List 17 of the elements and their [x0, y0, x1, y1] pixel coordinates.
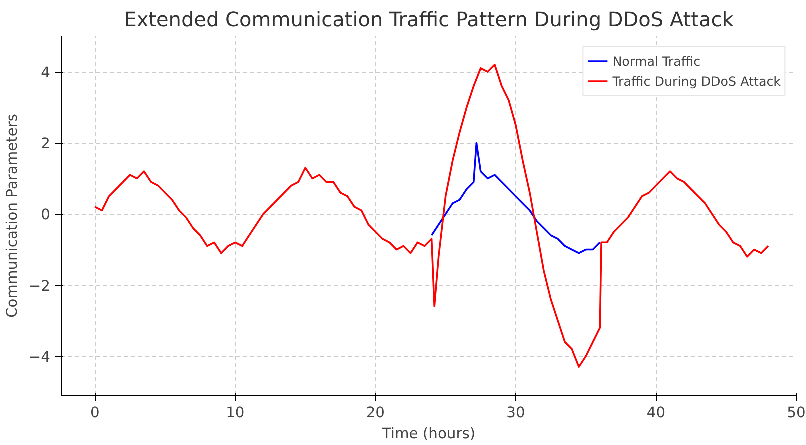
x-tick-label: 20 [366, 404, 386, 422]
y-axis-title: Communication Parameters [4, 114, 21, 318]
x-tick-label: 40 [646, 404, 666, 422]
x-tick-label: 50 [787, 404, 806, 422]
line-series [430, 142, 602, 254]
y-tick-label: 2 [41, 136, 51, 153]
x-tick-label: 30 [506, 404, 526, 422]
legend-label: Traffic During DDoS Attack [612, 74, 781, 88]
x-tick-label: 0 [90, 404, 100, 422]
x-tick-label: 10 [226, 404, 245, 422]
y-tick-label: 4 [41, 64, 51, 82]
y-tick-label: −4 [28, 348, 51, 366]
chart-title: Extended Communication Traffic Pattern During DDoS Attack [124, 8, 734, 32]
x-axis-title: Time (hours) [381, 426, 476, 442]
y-tick-label: −2 [28, 278, 51, 295]
y-tick-label: 0 [41, 206, 51, 224]
legend-label: Normal Traffic [612, 54, 701, 68]
